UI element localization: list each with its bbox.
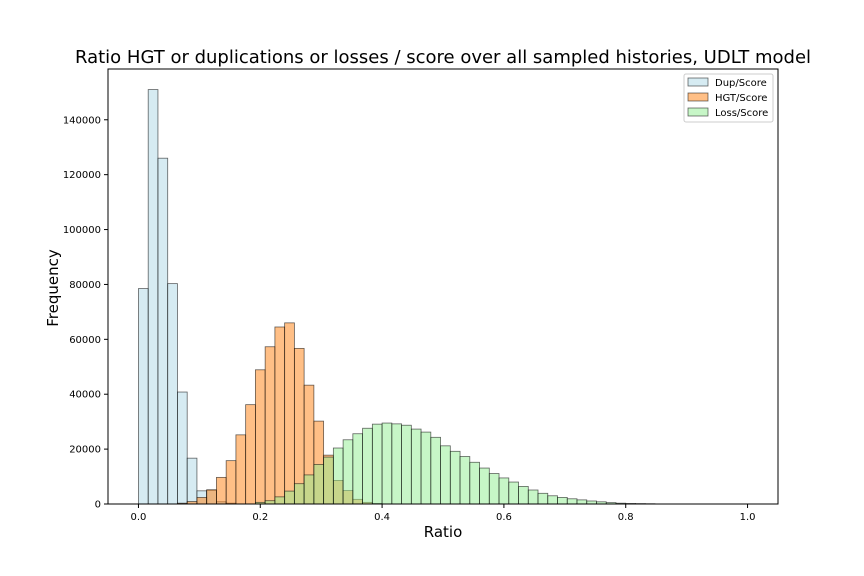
bar-loss — [323, 456, 334, 505]
bar-dup — [138, 288, 149, 505]
x-tick-label: 0.4 — [374, 512, 390, 523]
bar-loss — [479, 467, 490, 505]
bar-loss — [459, 456, 471, 505]
bar-loss — [557, 497, 568, 505]
bar-loss — [313, 464, 325, 505]
bar-loss — [352, 433, 364, 505]
legend-label-dup: Dup/Score — [715, 78, 767, 89]
bar-hgt — [284, 322, 295, 505]
x-axis: 0.0 0.2 0.4 0.6 0.8 1.0 — [131, 504, 756, 523]
x-tick-label: 0.6 — [496, 512, 512, 523]
bar-loss — [284, 490, 295, 505]
bar-loss — [518, 486, 529, 505]
bar-loss — [537, 492, 549, 505]
bar-loss — [566, 498, 578, 505]
bar-loss — [274, 496, 286, 505]
bar-loss — [381, 422, 393, 505]
bar-loss — [576, 499, 588, 505]
bar-hgt — [254, 369, 266, 505]
bar-loss — [293, 483, 305, 505]
plot-area — [107, 68, 779, 505]
bar-hgt — [225, 460, 237, 505]
y-tick-label: 0 — [95, 500, 101, 511]
bar-loss — [303, 474, 315, 505]
series-hgt — [177, 322, 383, 505]
bar-hgt — [264, 346, 276, 505]
bar-loss — [430, 436, 441, 505]
x-tick-label: 1.0 — [740, 512, 756, 523]
bar-loss — [420, 431, 432, 505]
y-tick-label: 40000 — [69, 390, 101, 401]
bar-loss — [401, 424, 412, 505]
y-tick-label: 60000 — [69, 335, 101, 346]
y-axis-label: Frequency — [44, 249, 62, 327]
bar-hgt — [274, 326, 286, 505]
bar-hgt — [293, 347, 305, 505]
legend-label-hgt: HGT/Score — [715, 93, 767, 104]
y-tick-label: 140000 — [63, 115, 101, 126]
bar-hgt — [196, 497, 208, 505]
bar-loss — [498, 477, 510, 505]
bar-loss — [371, 423, 383, 505]
bar-hgt — [216, 476, 227, 505]
bar-loss — [547, 495, 558, 505]
y-tick-label: 20000 — [69, 445, 101, 456]
bar-loss — [342, 439, 354, 505]
series-dup — [138, 89, 237, 505]
bar-loss — [449, 450, 461, 505]
bar-loss — [488, 473, 500, 505]
legend-swatch-dup — [687, 77, 709, 87]
legend-label-loss: Loss/Score — [715, 108, 768, 119]
bar-loss — [527, 489, 539, 505]
bar-dup — [157, 157, 169, 505]
bar-dup — [186, 457, 198, 505]
bar-dup — [177, 391, 188, 505]
legend: Dup/Score HGT/Score Loss/Score — [683, 73, 774, 123]
y-tick-label: 100000 — [63, 225, 101, 236]
y-tick-label: 120000 — [63, 170, 101, 181]
bar-hgt — [235, 434, 247, 505]
legend-swatch-hgt — [687, 92, 709, 102]
axes-frame — [107, 68, 779, 505]
x-tick-label: 0.8 — [618, 512, 634, 523]
bar-loss — [391, 423, 402, 505]
legend-swatch-loss — [687, 107, 709, 117]
bar-hgt — [245, 404, 256, 505]
bar-loss — [440, 445, 451, 505]
bar-dup — [147, 89, 159, 505]
x-axis-label: Ratio — [424, 523, 463, 541]
bar-loss — [362, 427, 373, 505]
y-axis: 0 20000 40000 60000 80000 100000 120000 140000 — [63, 115, 108, 511]
x-tick-label: 0.0 — [131, 512, 147, 523]
bar-loss — [469, 461, 480, 505]
bar-loss — [410, 428, 422, 505]
series-loss — [254, 422, 656, 505]
bar-loss — [508, 481, 519, 505]
y-tick-label: 80000 — [69, 280, 101, 291]
chart-title: Ratio HGT or duplications or losses / sc… — [75, 47, 811, 68]
bar-hgt — [206, 489, 217, 505]
bar-loss — [332, 447, 344, 505]
bar-dup — [167, 283, 178, 505]
x-tick-label: 0.2 — [252, 512, 268, 523]
